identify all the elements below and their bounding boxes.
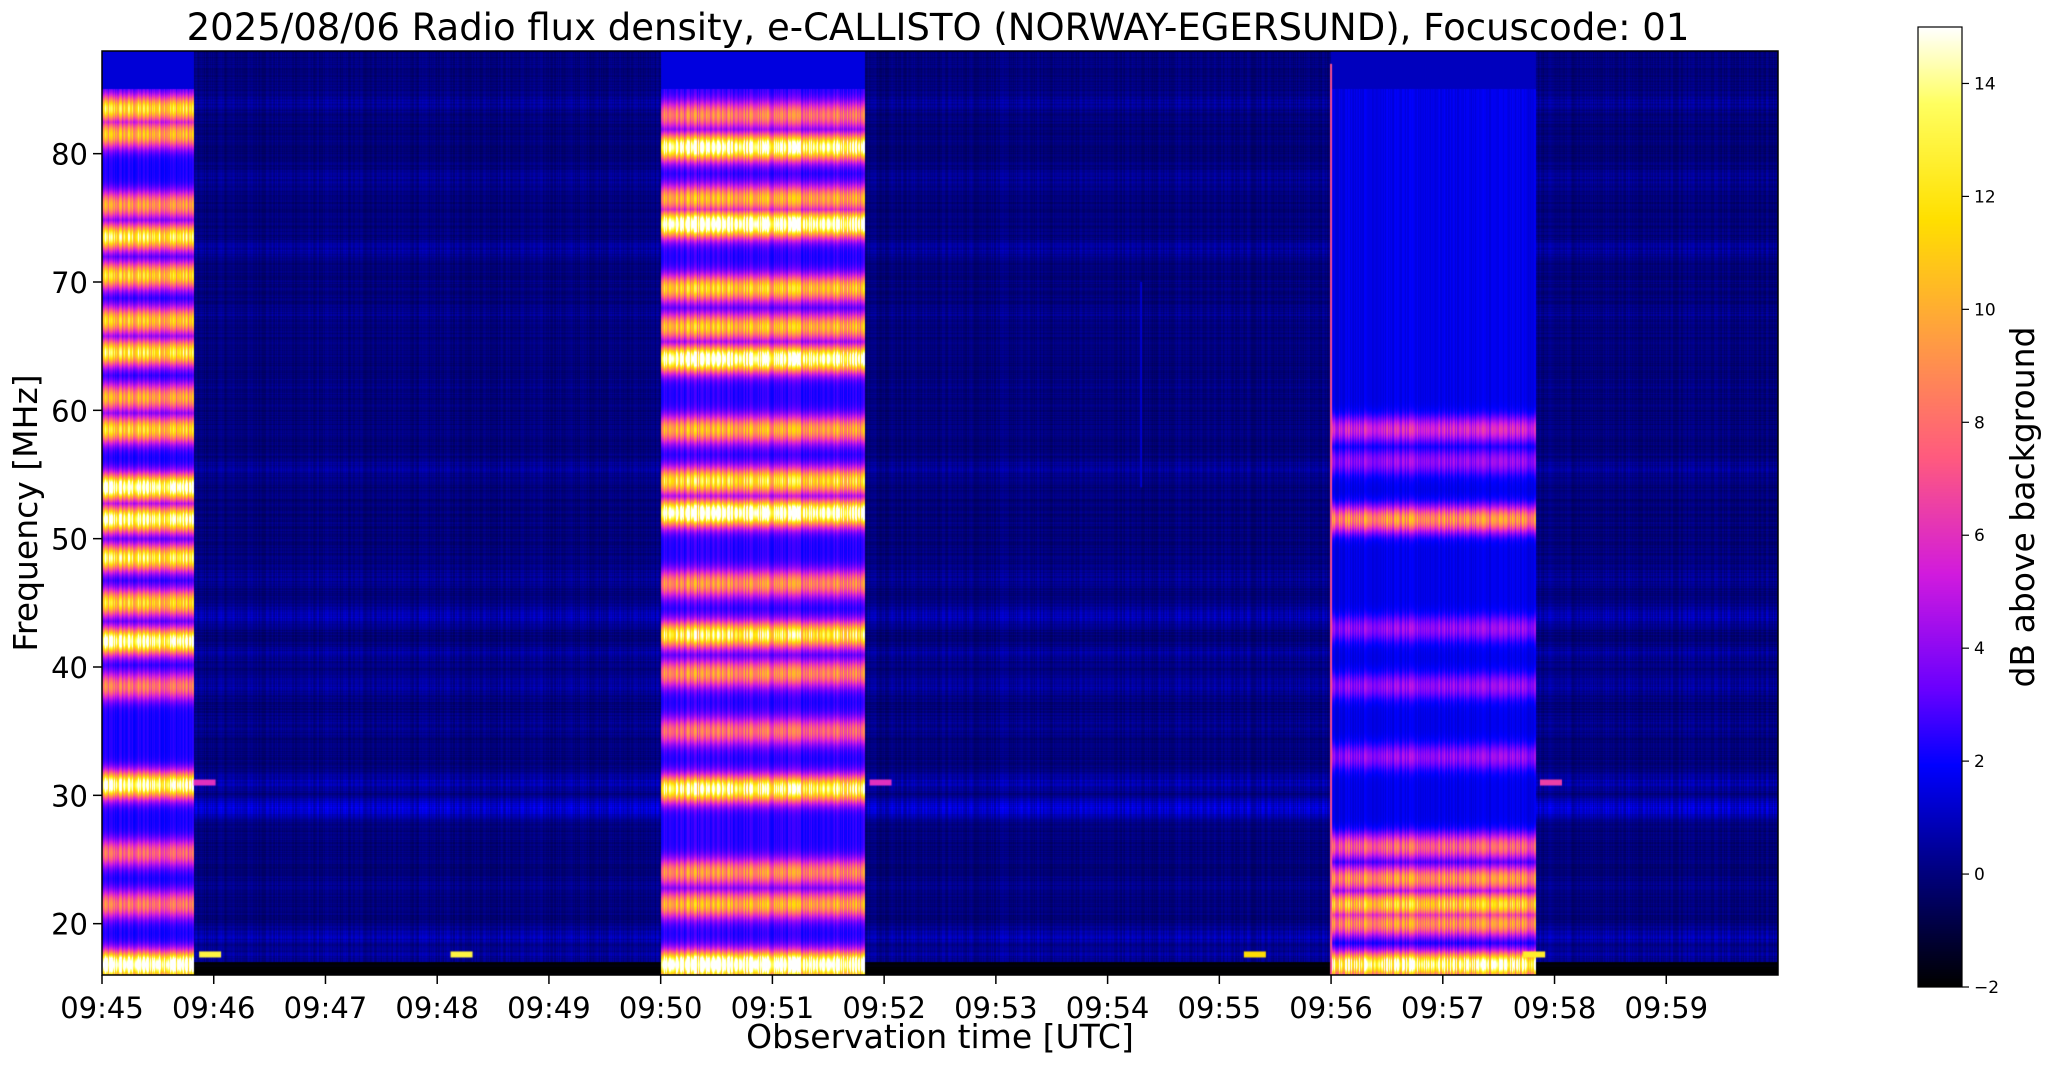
y-tick-label: 40 [51, 651, 88, 685]
x-axis-label: Observation time [UTC] [746, 1017, 1134, 1056]
plot-area [101, 50, 1779, 976]
x-tick-label: 09:55 [1178, 991, 1262, 1025]
colorbar: −2 0 2 4 6 8 10 12 14 dB above background [1917, 26, 2042, 998]
x-tick-label: 09:52 [842, 991, 926, 1025]
colorbar-tick-label: 2 [1974, 752, 1985, 772]
colorbar-tick-label: 6 [1974, 526, 1985, 546]
chart-title: 2025/08/06 Radio flux density, e-CALLIST… [187, 6, 1690, 49]
colorbar-gradient-frame [1918, 27, 1962, 987]
y-tick-label: 60 [51, 394, 88, 428]
x-tick-label: 09:50 [619, 991, 703, 1025]
x-axis: 09:45 09:46 09:47 09:48 09:49 09:50 09:51 09:52… [60, 975, 1708, 1025]
colorbar-tick-label: 10 [1974, 300, 1996, 320]
x-tick-label: 09:59 [1624, 991, 1708, 1025]
y-tick-label: 30 [51, 779, 88, 813]
x-tick-label: 09:49 [507, 991, 591, 1025]
x-tick-label: 09:58 [1513, 991, 1597, 1025]
colorbar-tick-label: 8 [1974, 413, 1985, 433]
y-tick-label: 80 [51, 138, 88, 172]
x-tick-label: 09:53 [954, 991, 1038, 1025]
spectrogram-heatmap [102, 51, 1778, 975]
y-axis: 20 30 40 50 60 70 80 [51, 138, 102, 942]
x-tick-label: 09:48 [395, 991, 479, 1025]
spectrogram-image-frame [102, 51, 1778, 975]
x-tick-label: 09:46 [172, 991, 256, 1025]
colorbar-gradient [1918, 27, 1962, 987]
x-tick-label: 09:47 [284, 991, 368, 1025]
colorbar-tick-label: 12 [1974, 187, 1996, 207]
colorbar-tick-label: 4 [1974, 639, 1985, 659]
colorbar-tick-label: 14 [1974, 74, 1996, 94]
colorbar-tick-label: 0 [1974, 865, 1985, 885]
x-tick-label: 09:57 [1401, 991, 1485, 1025]
y-tick-label: 20 [51, 908, 88, 942]
x-tick-label: 09:51 [731, 991, 815, 1025]
colorbar-label: dB above background [2003, 327, 2042, 688]
x-tick-label: 09:56 [1289, 991, 1373, 1025]
x-tick-label: 09:45 [60, 991, 144, 1025]
y-tick-label: 70 [51, 266, 88, 300]
colorbar-tick-label: −2 [1974, 978, 1999, 998]
y-tick-label: 50 [51, 523, 88, 557]
colorbar-frame [1917, 26, 1963, 988]
plot-frame [101, 50, 1779, 976]
y-axis-label: Frequency [MHz] [6, 374, 45, 651]
x-tick-label: 09:54 [1066, 991, 1150, 1025]
colorbar-ticks: −2 0 2 4 6 8 10 12 14 [1962, 74, 1999, 998]
